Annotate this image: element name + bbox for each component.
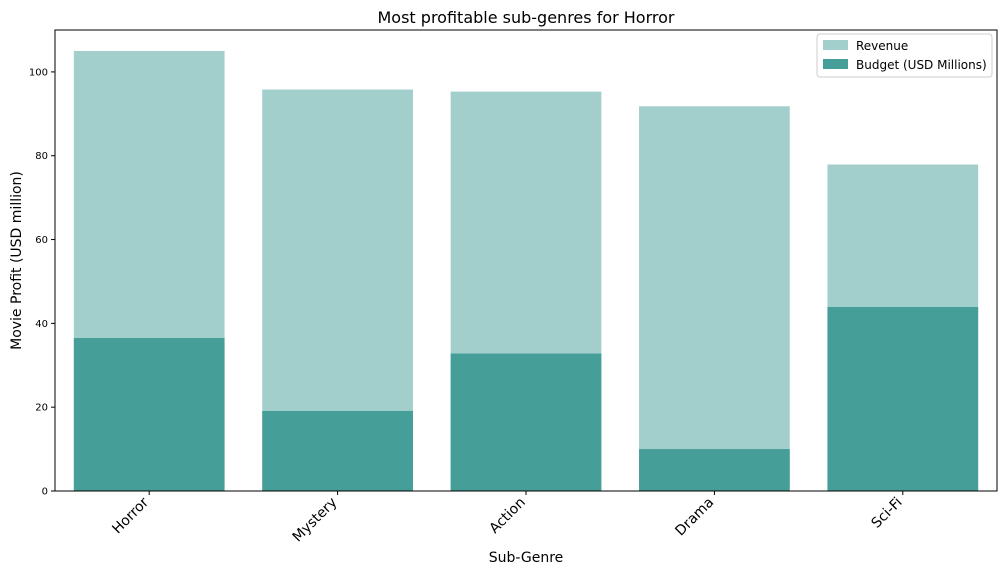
bar-revenue-drama bbox=[639, 106, 790, 492]
legend-label-budget: Budget (USD Millions) bbox=[856, 58, 987, 72]
legend: Revenue Budget (USD Millions) bbox=[816, 33, 993, 78]
y-tick-label: 40 bbox=[35, 319, 48, 330]
y-axis: 0 20 40 60 80 100 bbox=[29, 67, 55, 498]
x-tick-label: Horror bbox=[109, 494, 152, 537]
bar-budget-horror bbox=[73, 338, 225, 491]
y-tick-label: 0 bbox=[42, 487, 48, 498]
legend-label-revenue: Revenue bbox=[856, 39, 908, 53]
x-tick-label: Action bbox=[487, 495, 529, 537]
plot-area bbox=[54, 29, 998, 492]
y-tick-label: 80 bbox=[35, 151, 48, 162]
y-tick-label: 20 bbox=[35, 403, 48, 414]
y-axis-title: Movie Profit (USD million) bbox=[9, 171, 25, 350]
y-tick-label: 100 bbox=[29, 67, 48, 78]
x-axis: Horror Mystery Action Drama Sci-Fi bbox=[109, 491, 906, 546]
bar-budget-mystery bbox=[262, 410, 413, 491]
legend-box bbox=[816, 33, 993, 78]
budget-bars bbox=[73, 307, 979, 491]
x-tick-label: Mystery bbox=[290, 495, 341, 546]
x-tick-label: Drama bbox=[672, 495, 717, 540]
bar-budget-drama bbox=[639, 449, 790, 491]
chart-title: Most profitable sub-genres for Horror bbox=[378, 8, 675, 27]
bar-budget-action bbox=[450, 353, 602, 491]
legend-swatch-budget bbox=[823, 59, 848, 69]
x-tick-label: Sci-Fi bbox=[869, 495, 906, 532]
y-tick-label: 60 bbox=[35, 235, 48, 246]
x-axis-title: Sub-Genre bbox=[489, 550, 564, 566]
bar-budget-sci-fi bbox=[827, 307, 979, 491]
legend-swatch-revenue bbox=[823, 40, 848, 50]
